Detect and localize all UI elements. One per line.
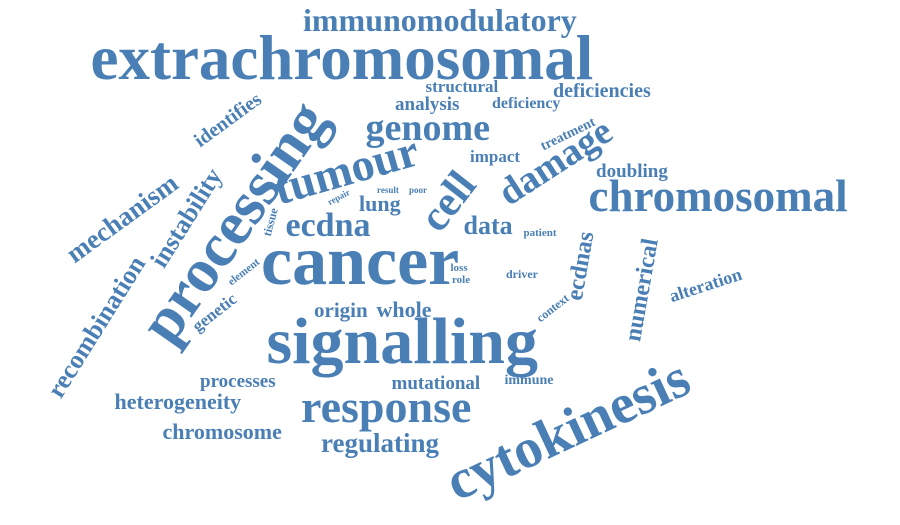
- word-mutational: mutational: [391, 372, 481, 394]
- word-doubling: doubling: [596, 160, 668, 182]
- word-context: context: [533, 290, 572, 326]
- word-loss: loss: [450, 261, 468, 274]
- word-regulating: regulating: [321, 427, 440, 458]
- word-response: response: [301, 381, 472, 432]
- word-immune: immune: [504, 373, 554, 388]
- word-impact: impact: [470, 146, 521, 166]
- word-ecdna: ecdna: [285, 207, 371, 244]
- word-origin: origin: [314, 297, 368, 322]
- word-heterogeneity: heterogeneity: [114, 389, 242, 414]
- word-chromosome: chromosome: [162, 419, 282, 444]
- word-structural: structural: [425, 76, 499, 96]
- word-cancer: cancer: [261, 223, 460, 300]
- word-genome: genome: [365, 107, 491, 149]
- word-role: role: [452, 273, 471, 286]
- word-patient: patient: [523, 226, 557, 239]
- word-ecdnas: ecdnas: [561, 229, 599, 303]
- word-lung: lung: [359, 191, 401, 216]
- word-result: result: [377, 184, 399, 195]
- word-processes: processes: [200, 370, 276, 392]
- word-signalling: signalling: [266, 305, 538, 378]
- word-data: data: [463, 211, 513, 240]
- word-driver: driver: [506, 267, 538, 281]
- word-deficiency: deficiency: [492, 95, 561, 112]
- word-analysis: analysis: [395, 93, 460, 115]
- word-recombination: recombination: [40, 250, 151, 403]
- word-immunomodulatory: immunomodulatory: [303, 2, 577, 38]
- word-alteration: alteration: [666, 263, 744, 307]
- word-extrachromosomal: extrachromosomal: [90, 22, 594, 93]
- word-chromosomal: chromosomal: [588, 170, 848, 221]
- word-whole: whole: [376, 297, 432, 322]
- word-poor: poor: [409, 184, 427, 195]
- word-deficiencies: deficiencies: [553, 80, 651, 102]
- word-numerical: numerical: [620, 236, 664, 344]
